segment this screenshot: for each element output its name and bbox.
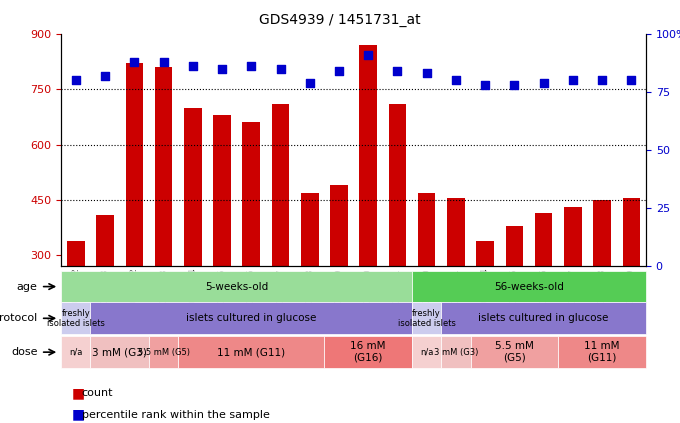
Text: 56-weeks-old: 56-weeks-old: [494, 282, 564, 291]
Text: 11 mM (G11): 11 mM (G11): [217, 347, 286, 357]
Point: [392, 68, 403, 74]
Text: 5.5 mM
(G5): 5.5 mM (G5): [495, 341, 534, 363]
Bar: [155, 67, 172, 266]
Point: [129, 58, 140, 65]
Point: [567, 77, 578, 84]
Text: n/a: n/a: [69, 348, 82, 357]
Text: islets cultured in glucose: islets cultured in glucose: [479, 313, 609, 323]
Bar: [389, 104, 406, 266]
Point: [450, 77, 461, 84]
Text: 16 mM
(G16): 16 mM (G16): [350, 341, 386, 363]
Bar: [301, 192, 318, 266]
Point: [509, 82, 520, 88]
Text: ■: ■: [71, 407, 84, 422]
Bar: [272, 104, 289, 266]
Bar: [564, 207, 581, 266]
Text: n/a: n/a: [420, 348, 433, 357]
Text: protocol: protocol: [0, 313, 37, 323]
Bar: [623, 198, 640, 266]
Text: age: age: [16, 282, 37, 291]
Text: 3 mM (G3): 3 mM (G3): [434, 348, 478, 357]
Point: [421, 70, 432, 77]
Bar: [184, 108, 201, 266]
Bar: [214, 115, 231, 266]
Point: [70, 77, 82, 84]
Point: [363, 51, 374, 58]
Bar: [330, 185, 347, 266]
Point: [479, 82, 490, 88]
Bar: [360, 45, 377, 266]
Text: freshly
isolated islets: freshly isolated islets: [398, 309, 456, 328]
Bar: [243, 123, 260, 266]
Point: [333, 68, 344, 74]
Text: count: count: [82, 388, 113, 398]
Point: [596, 77, 607, 84]
Text: ■: ■: [71, 386, 84, 401]
Point: [216, 66, 227, 72]
Text: 11 mM
(G11): 11 mM (G11): [584, 341, 620, 363]
Bar: [447, 198, 464, 266]
Point: [626, 77, 636, 84]
Bar: [594, 200, 611, 266]
Text: percentile rank within the sample: percentile rank within the sample: [82, 409, 269, 420]
Text: 5-weeks-old: 5-weeks-old: [205, 282, 269, 291]
Bar: [126, 63, 143, 266]
Bar: [418, 192, 435, 266]
Point: [99, 72, 110, 79]
Bar: [67, 241, 84, 266]
Point: [275, 66, 286, 72]
Bar: [97, 215, 114, 266]
Point: [245, 63, 256, 70]
Point: [187, 63, 199, 70]
Text: islets cultured in glucose: islets cultured in glucose: [186, 313, 316, 323]
Text: GDS4939 / 1451731_at: GDS4939 / 1451731_at: [259, 13, 421, 27]
Bar: [535, 213, 552, 266]
Bar: [477, 241, 494, 266]
Text: 5.5 mM (G5): 5.5 mM (G5): [137, 348, 190, 357]
Point: [304, 79, 315, 86]
Point: [538, 79, 549, 86]
Text: dose: dose: [11, 347, 37, 357]
Bar: [506, 226, 523, 266]
Point: [158, 58, 169, 65]
Text: freshly
isolated islets: freshly isolated islets: [47, 309, 105, 328]
Text: 3 mM (G3): 3 mM (G3): [92, 347, 147, 357]
